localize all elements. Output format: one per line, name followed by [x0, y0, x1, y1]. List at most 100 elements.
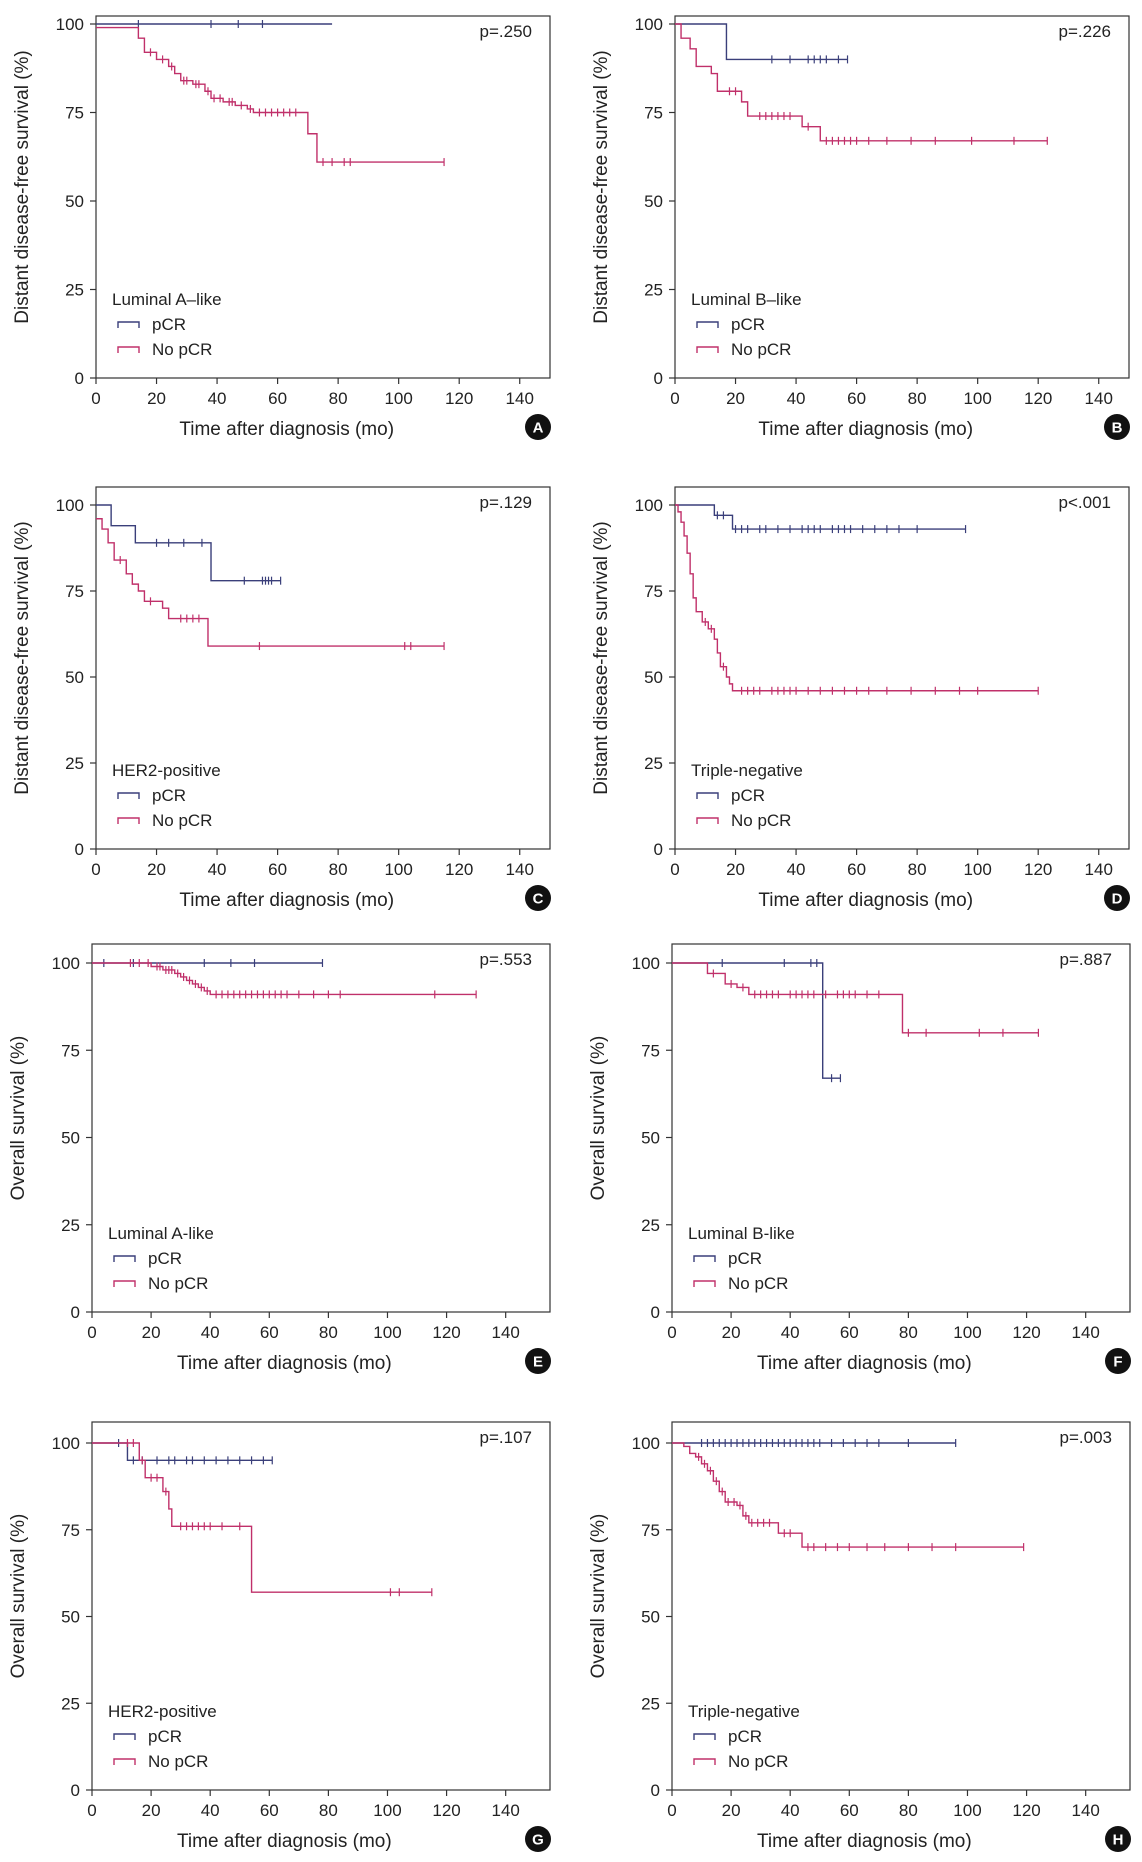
p-value: p=.250 — [480, 22, 532, 41]
legend-title: Luminal A–like — [112, 290, 222, 309]
y-tick-label: 50 — [644, 668, 663, 687]
x-tick-label: 120 — [1012, 1323, 1040, 1342]
km-panel-e: 0 25 50 75 100 0 20 40 60 80 100 120 140 Overall surv… — [8, 943, 551, 1374]
y-tick-label: 75 — [641, 1521, 660, 1540]
p-value: p=.887 — [1060, 950, 1112, 969]
legend-label-pcr: pCR — [152, 786, 186, 805]
y-tick-label: 50 — [61, 1608, 80, 1627]
y-tick-label: 25 — [65, 754, 84, 773]
panel-letter: C — [533, 891, 544, 908]
x-tick-label: 60 — [840, 1801, 859, 1820]
x-tick-label: 40 — [781, 1323, 800, 1342]
legend-title: Luminal A-like — [108, 1224, 214, 1243]
legend-swatch-pcr — [117, 321, 140, 328]
x-tick-label: 0 — [670, 389, 679, 408]
km-panel-a: 0 25 50 75 100 0 20 40 60 80 100 120 140 Distant dise… — [12, 15, 551, 440]
panel-badge — [1104, 885, 1130, 911]
panel-badge — [1104, 414, 1130, 440]
legend-label-no-pcr: No pCR — [731, 811, 791, 830]
x-axis-title: Time after diagnosis (mo) — [177, 1831, 392, 1852]
panel-badge — [1105, 1826, 1131, 1852]
x-tick-label: 140 — [1085, 860, 1113, 879]
x-tick-label: 120 — [1012, 1801, 1040, 1820]
y-axis-title: Distant disease-free survival (%) — [591, 50, 612, 323]
legend-swatch-no-pcr — [693, 1758, 716, 1765]
legend-swatch-no-pcr — [113, 1758, 136, 1765]
y-tick-label: 75 — [61, 1521, 80, 1540]
plot-frame — [671, 943, 1131, 1313]
x-tick-label: 0 — [91, 389, 100, 408]
legend-swatch-pcr — [696, 321, 719, 328]
y-tick-label: 0 — [71, 1303, 80, 1322]
km-curve-no-pcr — [672, 1442, 1024, 1548]
x-axis-title: Time after diagnosis (mo) — [179, 890, 394, 911]
panel-letter: E — [533, 1354, 543, 1371]
km-panel-c: 0 25 50 75 100 0 20 40 60 80 100 120 140 Distant dise… — [12, 486, 551, 911]
y-tick-label: 25 — [644, 281, 663, 300]
panel-badge — [1105, 1348, 1131, 1374]
y-axis-title: Distant disease-free survival (%) — [12, 50, 33, 323]
km-curve-no-pcr — [675, 23, 1048, 142]
x-tick-label: 100 — [373, 1323, 401, 1342]
y-tick-label: 0 — [651, 1781, 660, 1800]
y-axis-title: Overall survival (%) — [8, 1036, 29, 1201]
y-tick-label: 100 — [52, 1434, 80, 1453]
x-tick-label: 140 — [491, 1801, 519, 1820]
legend-swatch-no-pcr — [113, 1280, 136, 1287]
y-tick-label: 100 — [632, 1434, 660, 1453]
plot-frame — [671, 1421, 1131, 1791]
panel-letter: H — [1113, 1832, 1124, 1849]
x-tick-label: 140 — [491, 1323, 519, 1342]
legend-label-pcr: pCR — [148, 1249, 182, 1268]
x-tick-label: 100 — [373, 1801, 401, 1820]
x-tick-label: 60 — [260, 1323, 279, 1342]
km-curve-no-pcr — [672, 962, 1039, 1034]
legend-label-no-pcr: No pCR — [728, 1274, 788, 1293]
x-tick-label: 20 — [147, 860, 166, 879]
x-tick-label: 0 — [91, 860, 100, 879]
x-tick-label: 20 — [726, 389, 745, 408]
panel-badge — [525, 1826, 551, 1852]
legend-title: HER2-positive — [112, 761, 221, 780]
p-value: p=.226 — [1059, 22, 1111, 41]
x-axis-title: Time after diagnosis (mo) — [758, 419, 973, 440]
km-panel-d: 0 25 50 75 100 0 20 40 60 80 100 120 140 Distant dise… — [591, 486, 1130, 911]
x-axis-title: Time after diagnosis (mo) — [758, 890, 973, 911]
x-tick-label: 40 — [208, 389, 227, 408]
x-tick-label: 0 — [670, 860, 679, 879]
x-tick-label: 40 — [781, 1801, 800, 1820]
km-curve-pcr — [96, 504, 281, 582]
legend-swatch-pcr — [113, 1255, 136, 1262]
x-tick-label: 40 — [787, 389, 806, 408]
y-tick-label: 0 — [75, 369, 84, 388]
x-tick-label: 80 — [319, 1323, 338, 1342]
p-value: p=.553 — [480, 950, 532, 969]
plot-frame — [91, 943, 551, 1313]
plot-frame — [674, 486, 1130, 850]
x-tick-label: 140 — [1071, 1323, 1099, 1342]
y-tick-label: 25 — [641, 1694, 660, 1713]
x-axis-title: Time after diagnosis (mo) — [757, 1831, 972, 1852]
p-value: p=.107 — [480, 1428, 532, 1447]
panel-letter: B — [1112, 420, 1123, 437]
km-curve-no-pcr — [675, 504, 1039, 692]
x-tick-label: 20 — [142, 1323, 161, 1342]
x-tick-label: 100 — [963, 860, 991, 879]
legend-title: Luminal B–like — [691, 290, 802, 309]
y-tick-label: 25 — [65, 281, 84, 300]
x-tick-label: 140 — [1085, 389, 1113, 408]
y-tick-label: 0 — [654, 369, 663, 388]
legend-label-no-pcr: No pCR — [728, 1752, 788, 1771]
y-axis-title: Overall survival (%) — [588, 1514, 609, 1679]
legend-swatch-pcr — [113, 1733, 136, 1740]
y-axis-title: Overall survival (%) — [588, 1036, 609, 1201]
legend-swatch-no-pcr — [117, 346, 140, 353]
y-tick-label: 50 — [644, 192, 663, 211]
x-tick-label: 20 — [722, 1323, 741, 1342]
legend-title: HER2-positive — [108, 1702, 217, 1721]
x-tick-label: 0 — [87, 1801, 96, 1820]
x-tick-label: 120 — [1024, 860, 1052, 879]
y-axis-title: Distant disease-free survival (%) — [591, 521, 612, 794]
legend-swatch-pcr — [693, 1733, 716, 1740]
